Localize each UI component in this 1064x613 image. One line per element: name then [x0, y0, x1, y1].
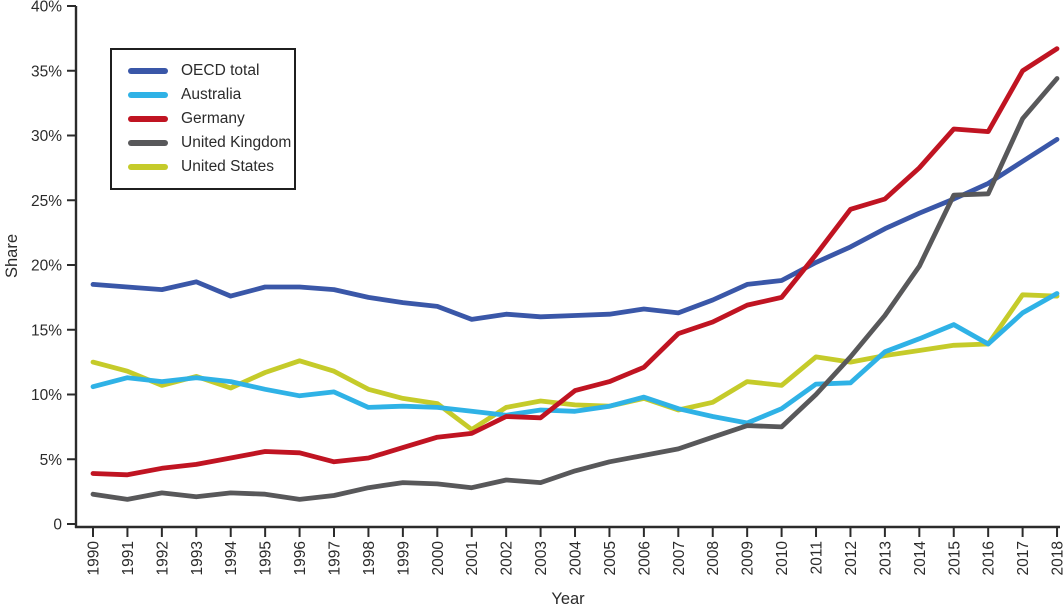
x-tick-label: 2018	[1050, 541, 1064, 575]
legend-label: United States	[181, 158, 275, 175]
y-axis-title: Share	[3, 234, 21, 278]
y-tick-label: 0	[53, 517, 62, 534]
legend-swatch	[128, 164, 168, 170]
x-tick-label: 2007	[671, 541, 688, 575]
legend-item-germany: Germany	[128, 107, 284, 131]
x-tick-label: 2010	[774, 541, 791, 576]
legend-item-united-states: United States	[128, 155, 284, 179]
x-tick-label: 1990	[86, 541, 103, 576]
x-tick-label: 1998	[361, 541, 378, 575]
legend: OECD total Australia Germany United Kingdom…	[110, 48, 296, 190]
legend-label: OECD total	[181, 62, 260, 79]
x-tick-label: 2009	[740, 541, 757, 575]
x-tick-label: 2011	[809, 541, 826, 574]
legend-swatch	[128, 68, 168, 74]
legend-label: United Kingdom	[181, 134, 292, 151]
x-tick-label: 2014	[912, 541, 929, 576]
x-tick-label: 2003	[533, 541, 550, 575]
series-line-germany	[90, 46, 1060, 478]
x-tick-label: 2015	[946, 541, 963, 575]
legend-swatch	[128, 140, 168, 146]
x-tick-label: 2001	[464, 541, 481, 575]
legend-label: Australia	[181, 86, 242, 103]
y-tick-label: 40%	[31, 0, 62, 16]
y-tick-label: 20%	[31, 258, 62, 275]
legend-item-australia: Australia	[128, 83, 284, 107]
legend-swatch	[128, 92, 168, 98]
x-tick-label: 2002	[499, 541, 516, 575]
x-tick-label: 1993	[189, 541, 206, 575]
y-tick-label: 25%	[31, 193, 62, 210]
x-tick-label: 1994	[223, 541, 240, 576]
y-tick-label: 15%	[31, 322, 62, 339]
x-tick-label: 2006	[636, 541, 653, 575]
series-line-united-kingdom	[90, 76, 1060, 502]
x-tick-label: 2016	[981, 541, 998, 575]
y-tick-label: 10%	[31, 387, 62, 404]
x-tick-label: 2005	[602, 541, 619, 575]
y-tick-label: 5%	[40, 452, 63, 469]
x-tick-label: 1991	[120, 541, 137, 575]
y-tick-label: 35%	[31, 63, 62, 80]
x-tick-label: 2004	[568, 541, 585, 576]
x-tick-label: 1996	[292, 541, 309, 575]
x-tick-label: 1997	[327, 541, 344, 575]
y-tick-label: 30%	[31, 128, 62, 145]
legend-item-oecd-total: OECD total	[128, 59, 284, 83]
x-tick-label: 1995	[258, 541, 275, 575]
legend-item-united-kingdom: United Kingdom	[128, 131, 291, 155]
x-tick-label: 2000	[430, 541, 447, 576]
axes: 0 5% 10% 15% 20% 25% 30% 35% 40% 1990 1991 1992 1993…	[31, 0, 1064, 575]
legend-label: Germany	[181, 110, 245, 127]
x-tick-label: 1999	[395, 541, 412, 575]
series-line-united-states	[90, 292, 1060, 432]
x-tick-label: 2013	[877, 541, 894, 575]
x-tick-label: 2008	[705, 541, 722, 575]
legend-swatch	[128, 116, 168, 122]
x-axis-title: Year	[551, 590, 585, 608]
x-tick-label: 2012	[843, 541, 860, 575]
series-line-australia	[90, 291, 1060, 426]
series-lines	[90, 46, 1060, 502]
x-tick-label: 2017	[1015, 541, 1032, 575]
series-line-oecd-total	[90, 136, 1060, 322]
x-tick-label: 1992	[154, 541, 171, 575]
